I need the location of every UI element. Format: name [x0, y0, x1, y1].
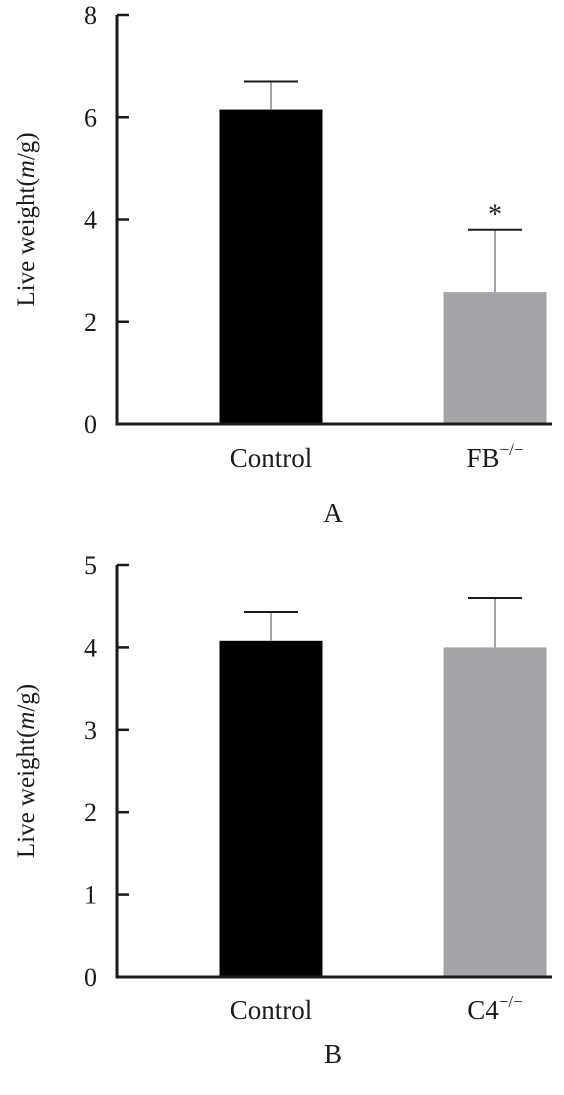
y-tick-label: 2: [84, 798, 97, 827]
y-tick-label: 6: [84, 103, 97, 132]
y-tick-label: 0: [84, 963, 97, 992]
panel-label: B: [324, 1039, 342, 1069]
y-axis-label: Live weight(m/g): [13, 684, 40, 858]
y-tick-label: 4: [84, 633, 97, 662]
y-tick-label: 5: [84, 551, 97, 580]
y-tick-label: 4: [84, 206, 97, 235]
y-tick-label: 3: [84, 716, 97, 745]
x-category-label-1: FB−/−: [467, 440, 524, 473]
bar-1: [443, 292, 547, 424]
bar-0: [219, 640, 323, 977]
y-tick-label: 0: [84, 410, 97, 439]
panel-label: A: [323, 498, 343, 528]
y-axis-label: Live weight(m/g): [13, 132, 40, 306]
bar-0: [219, 109, 323, 425]
bar-1: [443, 647, 547, 977]
y-tick-label: 1: [84, 881, 97, 910]
chart-panel-a: * 0 2 4 6 8 Control FB−/− Live weight(m/g) A: [13, 1, 552, 528]
x-category-label-1: C4−/−: [467, 992, 522, 1025]
chart-panel-b: 0 1 2 3 4 5 Control C4−/− Live weight(m/g) B: [13, 551, 552, 1069]
y-tick-label: 8: [84, 1, 97, 30]
x-category-label-0: Control: [230, 995, 313, 1025]
significance-marker-1: *: [488, 200, 502, 231]
y-tick-label: 2: [84, 308, 97, 337]
x-category-label-0: Control: [230, 443, 313, 473]
